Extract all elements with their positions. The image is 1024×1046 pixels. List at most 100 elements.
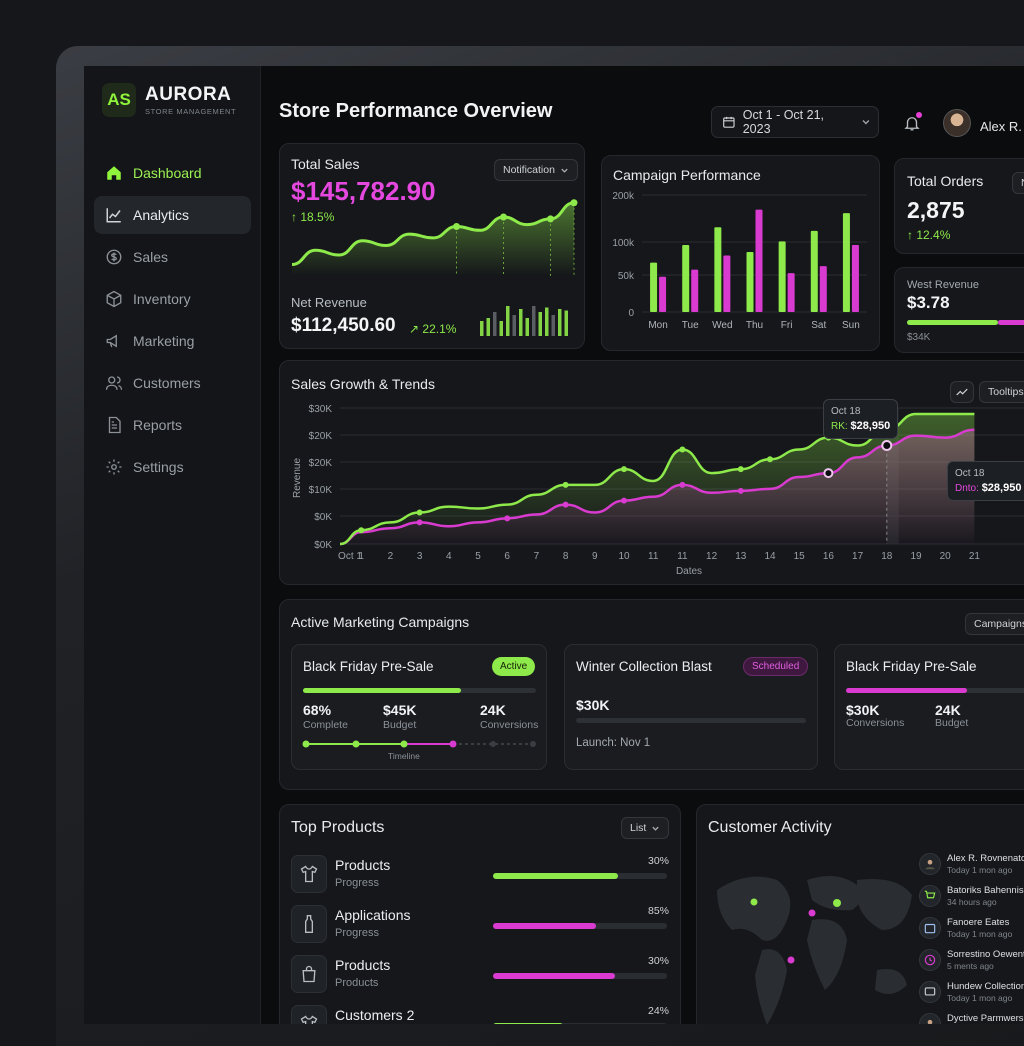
sidebar-item-analytics[interactable]: Analytics <box>94 196 251 234</box>
user-name[interactable]: Alex R. <box>980 119 1022 134</box>
bar <box>746 252 754 312</box>
sidebar-item-reports[interactable]: Reports <box>94 406 251 444</box>
total-orders-dropdown[interactable]: N <box>1012 172 1024 194</box>
x-tick-label: Wed <box>712 320 732 331</box>
app-logo[interactable]: AS AURORA STORE MANAGEMENT <box>102 83 236 117</box>
sidebar-item-settings[interactable]: Settings <box>94 448 251 486</box>
sidebar-item-inventory[interactable]: Inventory <box>94 280 251 318</box>
green-point <box>737 466 744 473</box>
tooltip-green-value: $28,950 <box>850 420 891 432</box>
activity-name: Dyctive Parmwers <box>947 1013 1024 1024</box>
total-orders-card: Total Orders N 2,875 ↑ 12.4% <box>894 158 1024 254</box>
campaign-stat-label: Budget <box>383 719 417 731</box>
campaign-card-1[interactable]: Black Friday Pre-Sale Active 68% Complet… <box>291 644 547 770</box>
campaign-card-2[interactable]: Winter Collection Blast Scheduled $30K L… <box>564 644 818 770</box>
activity-item[interactable]: Hundew Collection Today 1 mon ago <box>919 981 1024 1011</box>
y-tick-label: 50k <box>618 271 635 282</box>
campaign-stat-value: 24K <box>480 702 506 718</box>
activity-time: Today 1 mon ago <box>947 865 1013 875</box>
magenta-focus-point <box>881 440 893 452</box>
list-item[interactable]: Products Progress 30% <box>291 853 671 897</box>
campaigns-button[interactable]: Campaigns <box>965 613 1024 635</box>
date-range-picker[interactable]: Oct 1 - Oct 21, 2023 <box>711 106 879 138</box>
avatar[interactable] <box>943 109 971 137</box>
campaign-stat-label: Conversions <box>846 717 905 729</box>
x-tick-label: Fri <box>781 320 793 331</box>
mini-bar <box>564 310 568 336</box>
green-point <box>679 446 686 453</box>
west-revenue-card: West Revenue $3.78 $34K <box>894 267 1024 353</box>
megaphone-icon <box>106 334 117 348</box>
west-revenue-label: West Revenue <box>907 279 979 291</box>
list-item[interactable]: Applications Progress 85% <box>291 903 671 947</box>
sidebar-item-customers[interactable]: Customers <box>94 364 251 402</box>
list-dropdown-label: List <box>630 822 647 834</box>
campaign-stat-value: $45K <box>383 702 417 718</box>
sidebar: AS AURORA STORE MANAGEMENT Dashboard Ana… <box>84 66 261 1024</box>
trend-point <box>453 223 460 230</box>
campaign-stat-label: Budget <box>935 717 969 729</box>
world-map <box>717 876 912 1024</box>
sidebar-item-sales[interactable]: Sales <box>94 238 251 276</box>
activity-time: Today 1 mon ago <box>947 929 1013 939</box>
list-dropdown[interactable]: List <box>621 817 670 839</box>
users-icon <box>105 376 123 390</box>
active-campaigns-card: Active Marketing Campaigns Campaigns Bla… <box>279 599 1024 790</box>
campaign-progress-bar <box>576 718 806 723</box>
notification-dropdown[interactable]: Notification <box>494 159 578 181</box>
dollar-icon <box>106 249 122 265</box>
notification-dot <box>916 112 922 118</box>
tooltip-magenta-date: Oct 18 <box>955 468 985 479</box>
bell-icon[interactable] <box>903 114 921 132</box>
sidebar-item-label: Inventory <box>133 291 191 307</box>
activity-item[interactable]: Alex R. Rovnenator Today 1 mon ago <box>919 853 1024 883</box>
mini-bar <box>525 318 529 336</box>
trend-point <box>570 199 578 207</box>
green-line <box>339 412 975 546</box>
tooltips-button[interactable]: Tooltips <box>979 381 1024 403</box>
sidebar-item-dashboard[interactable]: Dashboard <box>94 154 251 192</box>
x-tick-label: Oct 1 <box>338 551 362 562</box>
mini-bar <box>558 309 562 336</box>
trend-toggle-button[interactable] <box>950 381 974 403</box>
bar <box>714 227 722 312</box>
chevron-down-icon <box>862 120 870 125</box>
shirt-icon <box>291 855 327 893</box>
bar <box>819 266 827 312</box>
bar <box>691 269 699 312</box>
activity-item[interactable]: Sorrestino Oewent 5 ments ago <box>919 949 1024 979</box>
magenta-line <box>339 428 975 546</box>
activity-item[interactable]: Batoriks Bahennis 34 hours ago <box>919 885 1024 915</box>
customer-activity-card: Customer Activity Alex R. Rovnenator Toda… <box>696 804 1024 1024</box>
magenta-point <box>737 487 744 494</box>
magenta-point <box>621 497 627 504</box>
list-item[interactable]: Customers 2 24% <box>291 1003 671 1024</box>
campaign-stat-label: Complete <box>303 719 348 731</box>
message-icon <box>919 981 941 1003</box>
x-tick-label: Thu <box>746 320 763 331</box>
trend-point <box>500 213 507 221</box>
x-tick-label: 10 <box>618 551 630 562</box>
green-point <box>621 466 627 473</box>
campaign-title: Winter Collection Blast <box>576 659 712 674</box>
activity-item[interactable]: Fanoere Eates Today 1 mon ago <box>919 917 1024 947</box>
product-name: Customers 2 <box>335 1007 415 1023</box>
gear-icon <box>106 459 122 475</box>
total-orders-change: ↑ 12.4% <box>907 228 951 242</box>
y-tick-label: $20K <box>309 431 333 442</box>
activity-name: Batoriks Bahennis <box>947 885 1024 896</box>
west-revenue-bar <box>907 320 1024 325</box>
cart-icon <box>919 885 941 907</box>
product-sub: Progress <box>335 877 380 889</box>
bar <box>851 244 859 312</box>
sidebar-item-label: Customers <box>133 375 201 391</box>
list-item[interactable]: Products Products 30% <box>291 953 671 997</box>
green-point <box>358 527 365 534</box>
sidebar-nav: Dashboard Analytics Sales Inventory Mark… <box>94 154 251 490</box>
sidebar-item-marketing[interactable]: Marketing <box>94 322 251 360</box>
sales-growth-title: Sales Growth & Trends <box>291 376 435 392</box>
bottle-icon <box>291 905 327 943</box>
activity-name: Hundew Collection <box>947 981 1024 992</box>
activity-item[interactable]: Dyctive Parmwers <box>919 1013 1024 1024</box>
campaign-card-3[interactable]: Black Friday Pre-Sale $30K Conversions 2… <box>834 644 1024 770</box>
